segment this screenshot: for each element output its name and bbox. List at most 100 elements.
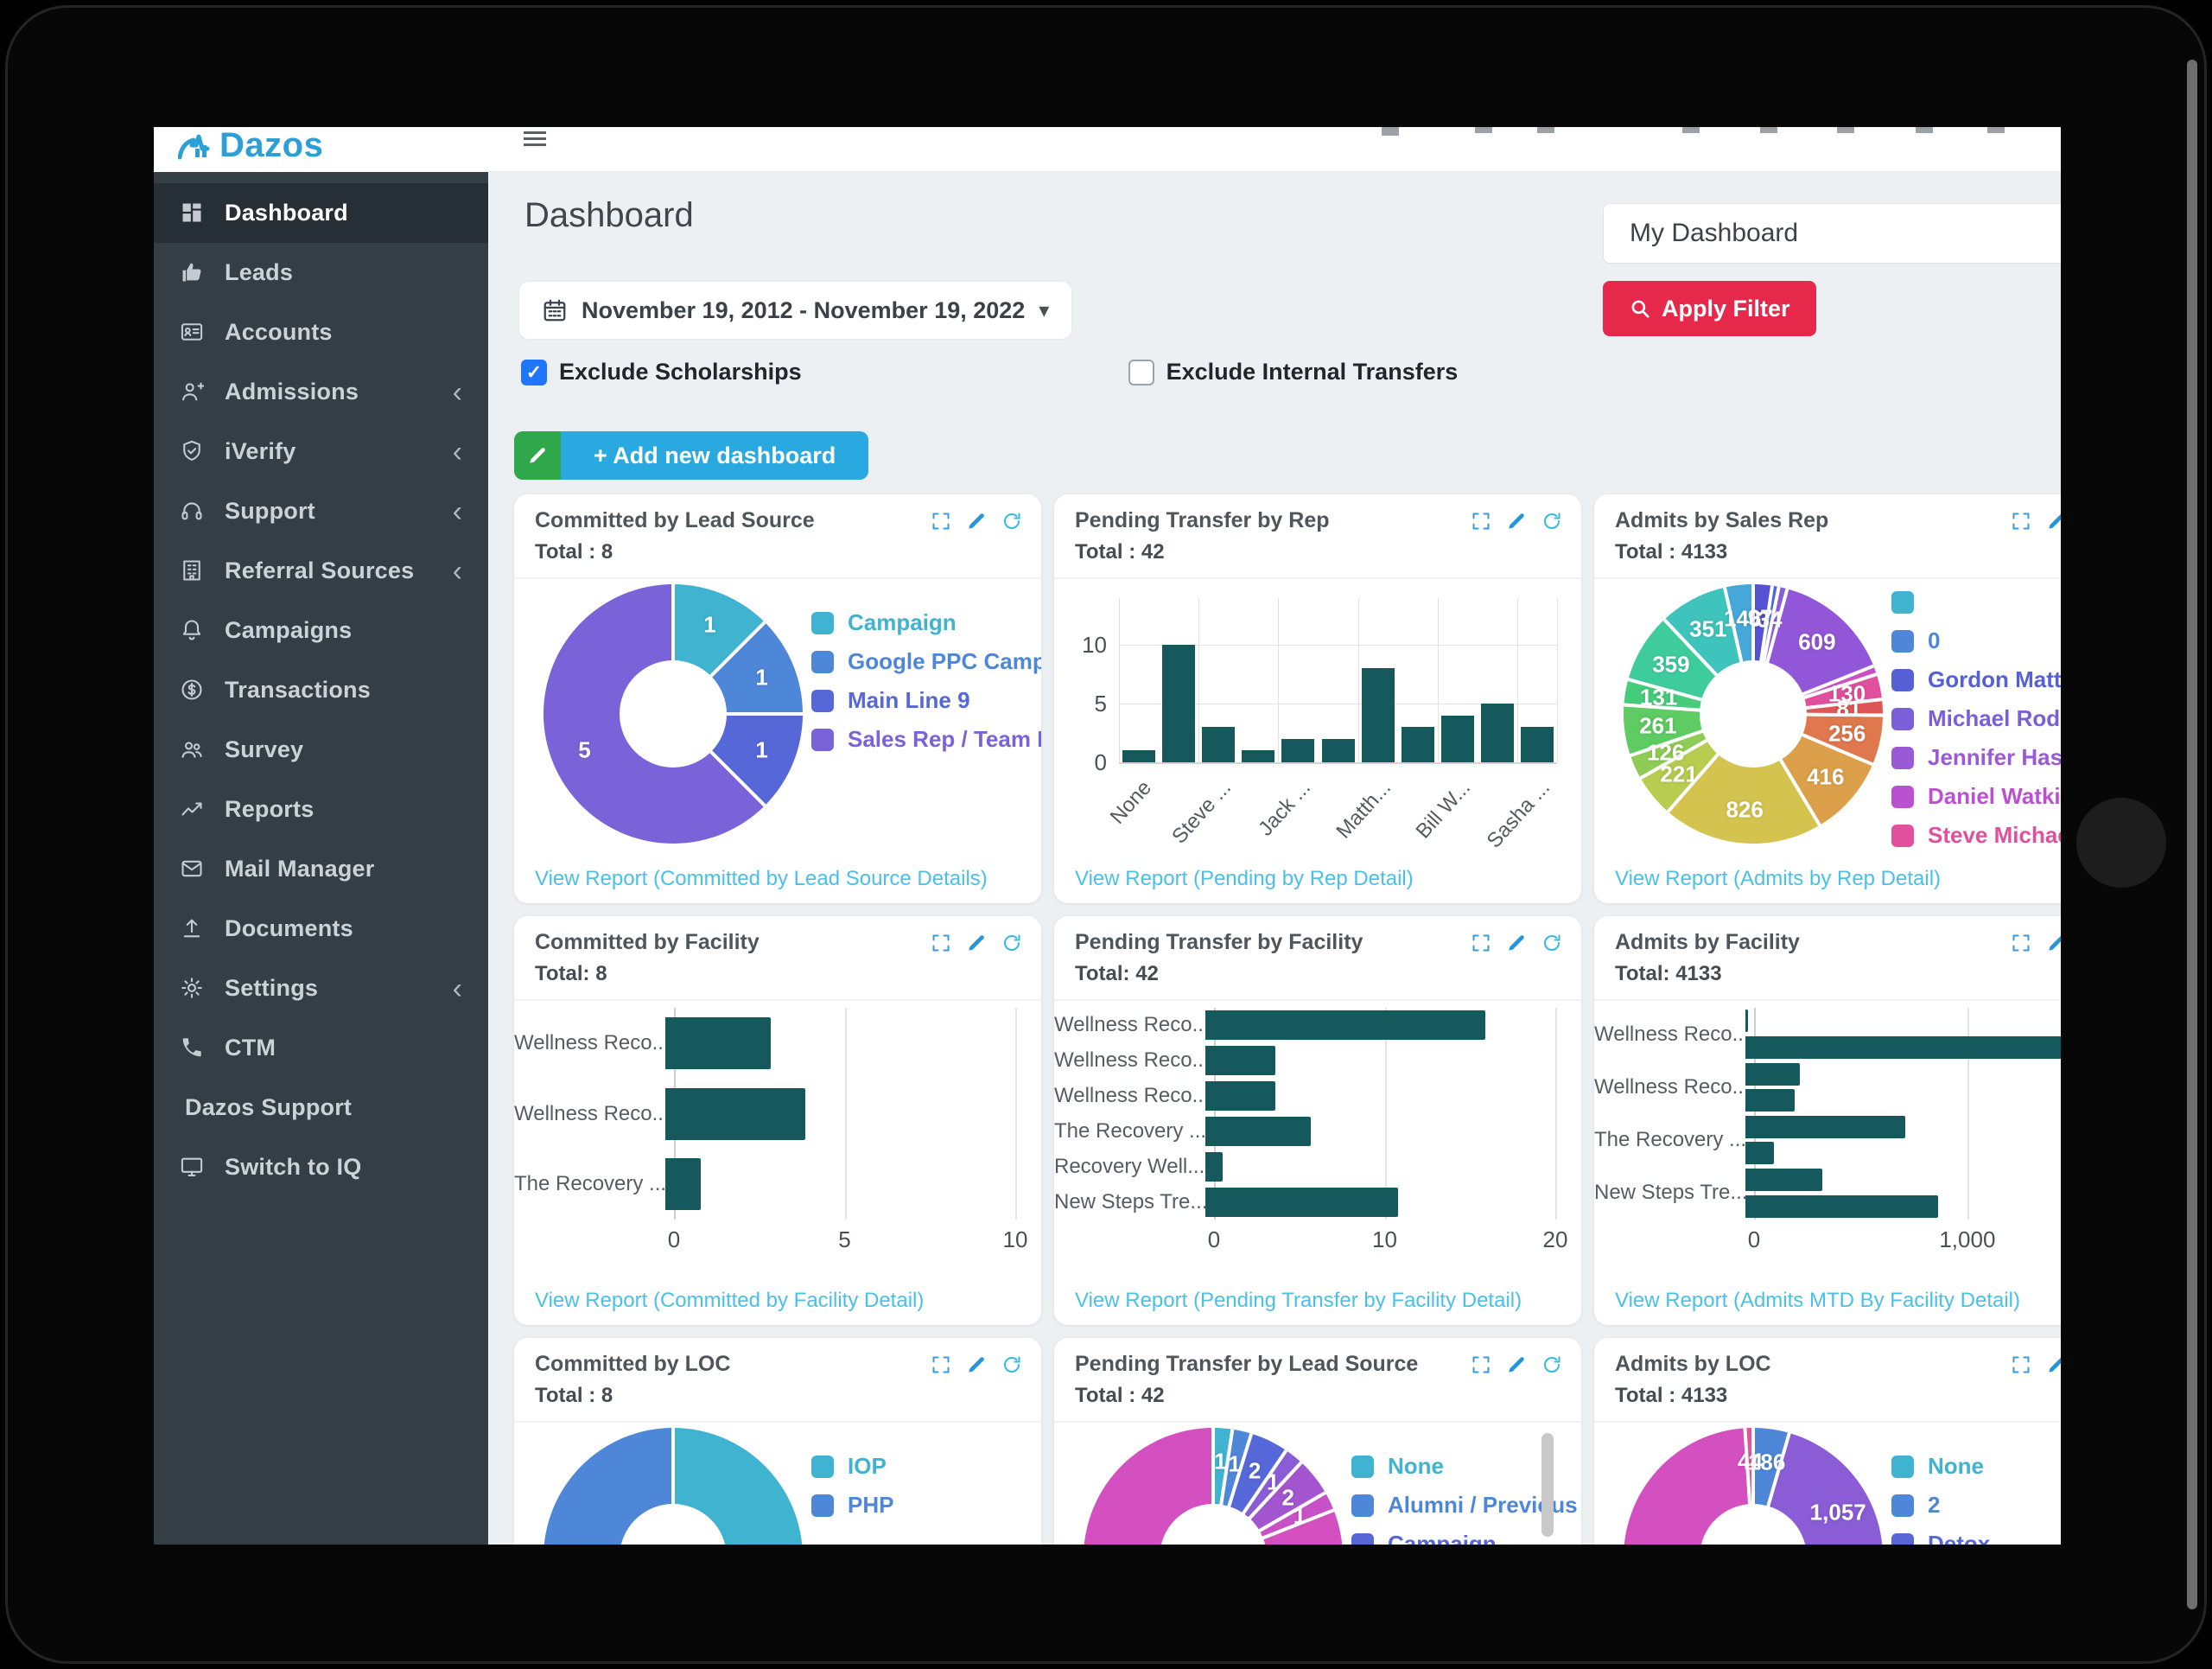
legend-item[interactable]: Michael Rodrigue <box>1891 699 2061 738</box>
chart-area[interactable]: 97 34 609 130 81 256 416 826 221 126 261 131 359 351 1… <box>1594 581 2061 855</box>
edit-icon[interactable] <box>2045 1354 2061 1379</box>
legend-item[interactable]: None <box>1351 1447 1581 1486</box>
legend-item[interactable]: Daniel Watkin <box>1891 777 2061 816</box>
dashboard-name-input[interactable] <box>1603 203 2061 264</box>
clipped-toolbar-icon[interactable] <box>1475 127 1492 133</box>
dazos-logo[interactable]: Dazos <box>154 127 488 172</box>
refresh-icon[interactable] <box>1001 1354 1022 1379</box>
refresh-icon[interactable] <box>1001 511 1022 535</box>
chart-area[interactable]: 0 5 10 None Steve ... Jack ... Matth... Bill W.… <box>1054 581 1581 855</box>
expand-icon[interactable] <box>2011 511 2031 535</box>
view-report-link[interactable]: View Report (Pending by Rep Detail) <box>1075 867 1414 890</box>
sidebar-item-referral-sources[interactable]: Referral Sources ‹ <box>154 541 488 601</box>
chart-area[interactable]: 2 IOP PHP <box>514 1424 1041 1545</box>
date-range-picker[interactable]: November 19, 2012 - November 19, 2022 ▾ <box>518 281 1073 340</box>
clipped-toolbar-icon[interactable] <box>1760 127 1777 133</box>
edit-icon[interactable] <box>1505 510 1528 536</box>
view-report-link[interactable]: View Report (Admits MTD By Facility Deta… <box>1615 1289 2020 1312</box>
checkbox-exclude-internal-transfers[interactable]: Exclude Internal Transfers <box>1128 359 1458 385</box>
checkbox-exclude-scholarships[interactable]: ✓ Exclude Scholarships <box>521 359 802 385</box>
legend-item[interactable]: Campaign <box>1351 1525 1581 1545</box>
expand-icon[interactable] <box>931 511 951 535</box>
sidebar-item-survey[interactable]: Survey <box>154 720 488 780</box>
sidebar-item-mail-manager[interactable]: Mail Manager <box>154 839 488 899</box>
sidebar-item-iverify[interactable]: iVerify ‹ <box>154 422 488 481</box>
edit-icon[interactable] <box>965 510 988 536</box>
refresh-icon[interactable] <box>1541 933 1562 957</box>
sidebar-item-dashboard[interactable]: Dashboard <box>154 183 488 243</box>
view-report-link[interactable]: View Report (Pending Transfer by Facilit… <box>1075 1289 1522 1312</box>
edit-dashboard-button[interactable] <box>514 431 561 480</box>
view-report-link[interactable]: View Report (Committed by Facility Detai… <box>535 1289 925 1312</box>
clipped-toolbar-icon[interactable] <box>1837 127 1854 133</box>
chart-area[interactable]: 0 10 20 Wellness Reco... Wellness Reco... Wel… <box>1054 1003 1581 1277</box>
legend-item[interactable]: Steve Michaels <box>1891 816 2061 855</box>
legend-item[interactable] <box>1891 583 2061 621</box>
edit-icon[interactable] <box>965 932 988 958</box>
sidebar-item-dazos-support[interactable]: Dazos Support <box>154 1078 488 1137</box>
legend-item[interactable]: Sales Rep / Team Memt <box>811 720 1041 759</box>
edit-icon[interactable] <box>2045 510 2061 536</box>
legend-item[interactable]: 2 <box>1891 1486 1990 1525</box>
legend-item[interactable]: Gordon Matthew <box>1891 660 2061 699</box>
chart-area[interactable]: 186 1,057 44 None 2 Detox <box>1594 1424 2061 1545</box>
refresh-icon[interactable] <box>1541 1354 1562 1379</box>
chart-area[interactable]: 1 1 1 5 Campaign Google PPC Campaign Main Line… <box>514 581 1041 855</box>
clipped-toolbar-icon[interactable] <box>1916 127 1933 133</box>
bar <box>1321 738 1355 762</box>
expand-icon[interactable] <box>931 933 951 957</box>
checkbox-unchecked-icon[interactable] <box>1128 359 1154 385</box>
legend-item[interactable]: Jennifer Hasselho <box>1891 738 2061 777</box>
sidebar-item-admissions[interactable]: Admissions ‹ <box>154 362 488 422</box>
slice-label: 261 <box>1639 712 1677 739</box>
edit-icon[interactable] <box>1505 932 1528 958</box>
edit-icon[interactable] <box>965 1354 988 1379</box>
edit-icon[interactable] <box>2045 932 2061 958</box>
expand-icon[interactable] <box>2011 933 2031 957</box>
refresh-icon[interactable] <box>1541 511 1562 535</box>
clipped-toolbar-icon[interactable] <box>1537 127 1554 133</box>
legend-label: 0 <box>1928 627 1941 653</box>
clipped-toolbar-icon[interactable] <box>1682 127 1700 133</box>
view-report-link[interactable]: View Report (Admits by Rep Detail) <box>1615 867 1942 890</box>
expand-icon[interactable] <box>2011 1354 2031 1379</box>
sidebar-item-switch-to-iq[interactable]: Switch to IQ <box>154 1137 488 1197</box>
legend-item[interactable]: None <box>1891 1447 1990 1486</box>
chart-area[interactable]: 0 5 10 Wellness Reco... Wellness Reco... The … <box>514 1003 1041 1277</box>
refresh-icon[interactable] <box>1001 933 1022 957</box>
sidebar-item-leads[interactable]: Leads <box>154 243 488 303</box>
sidebar-item-documents[interactable]: Documents <box>154 899 488 959</box>
clipped-toolbar-icon[interactable] <box>1987 127 2005 133</box>
legend-swatch <box>1891 1455 1914 1478</box>
expand-icon[interactable] <box>931 1354 951 1379</box>
add-dashboard-button[interactable]: + Add new dashboard <box>561 431 869 480</box>
view-report-link[interactable]: View Report (Committed by Lead Source De… <box>535 867 988 890</box>
sidebar-item-transactions[interactable]: Transactions <box>154 660 488 720</box>
envelope-icon <box>180 857 207 882</box>
bar-chart: Wellness Reco... Wellness Reco... Wellness… <box>1054 1008 1555 1220</box>
legend-item[interactable]: Detox <box>1891 1525 1990 1545</box>
legend-scrollbar[interactable] <box>1541 1433 1554 1537</box>
checkbox-checked-icon[interactable]: ✓ <box>521 359 547 385</box>
legend-item[interactable]: Google PPC Campaign <box>811 642 1041 681</box>
sidebar-item-settings[interactable]: Settings ‹ <box>154 959 488 1018</box>
menu-icon[interactable] <box>524 131 546 150</box>
chart-area[interactable]: 0 1,000 Wellness Reco... Wellness Reco... Th… <box>1594 1003 2061 1277</box>
legend-item[interactable]: 0 <box>1891 621 2061 660</box>
legend-item[interactable]: IOP <box>811 1447 893 1486</box>
expand-icon[interactable] <box>1471 1354 1491 1379</box>
expand-icon[interactable] <box>1471 933 1491 957</box>
legend-item[interactable]: Main Line 9 <box>811 681 1041 720</box>
apply-filter-button[interactable]: Apply Filter <box>1603 281 1816 336</box>
sidebar-item-ctm[interactable]: CTM <box>154 1018 488 1078</box>
sidebar-item-reports[interactable]: Reports <box>154 780 488 839</box>
sidebar-item-campaigns[interactable]: Campaigns <box>154 601 488 660</box>
clipped-toolbar-icon[interactable] <box>1382 127 1399 136</box>
legend-item[interactable]: Campaign <box>811 603 1041 642</box>
expand-icon[interactable] <box>1471 511 1491 535</box>
legend-item[interactable]: PHP <box>811 1486 893 1525</box>
edit-icon[interactable] <box>1505 1354 1528 1379</box>
sidebar-item-accounts[interactable]: Accounts <box>154 303 488 362</box>
sidebar-item-support[interactable]: Support ‹ <box>154 481 488 541</box>
